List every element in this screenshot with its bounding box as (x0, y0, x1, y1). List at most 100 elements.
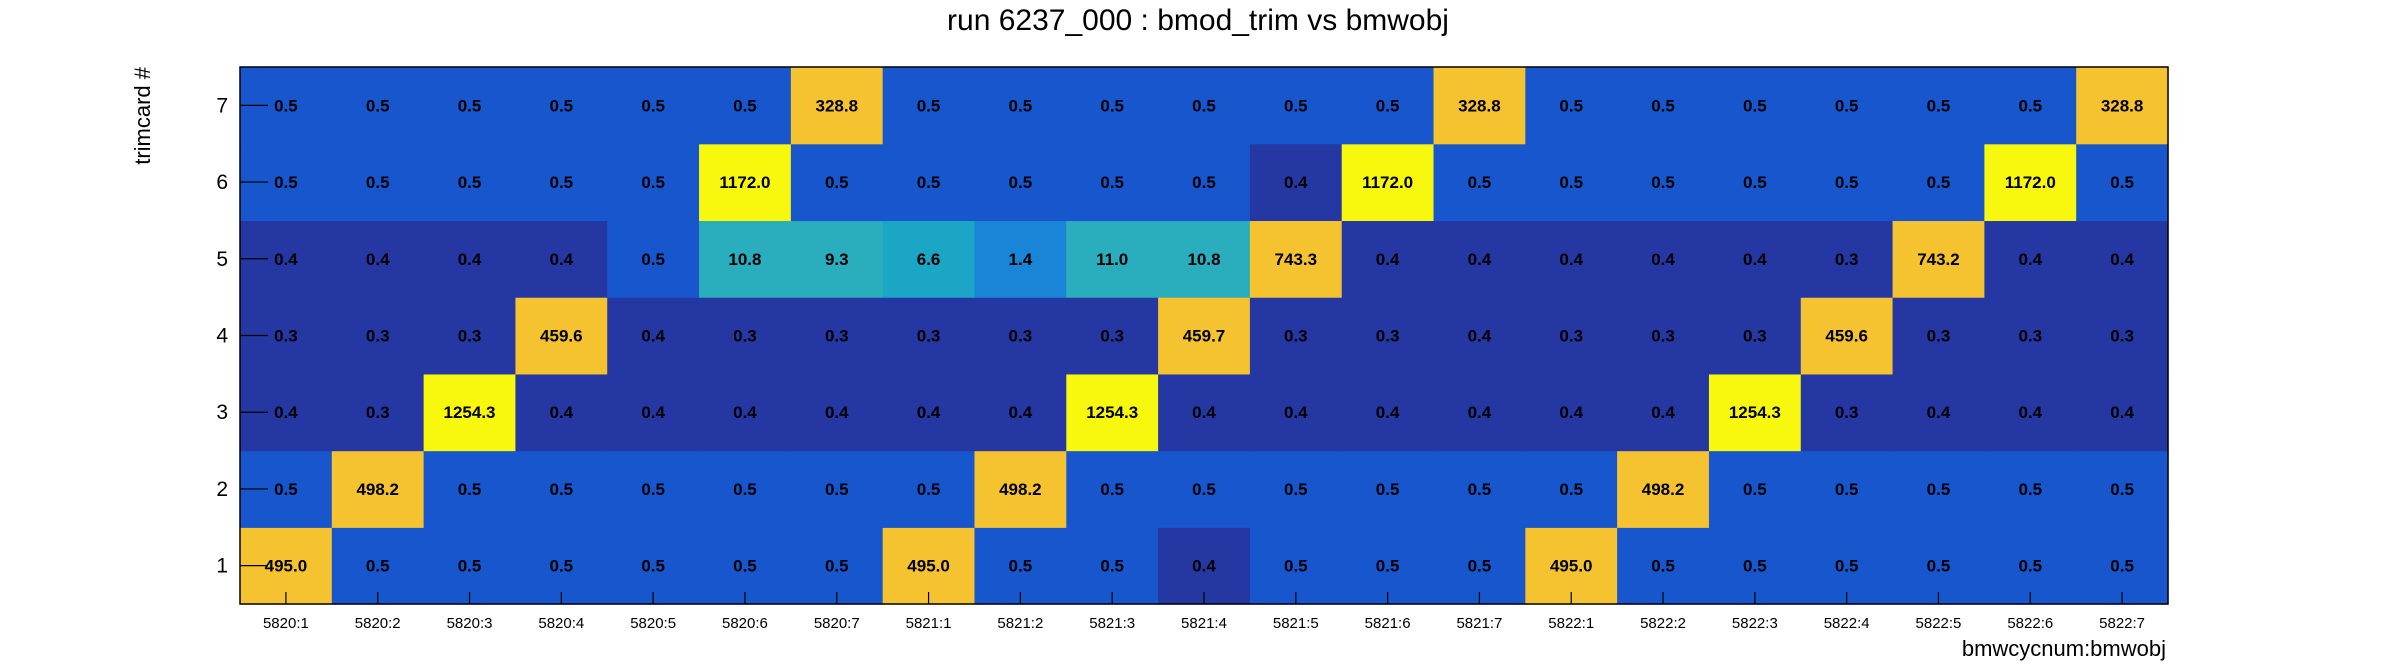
heatmap-cell (1066, 143, 1159, 222)
heatmap-cell (790, 67, 884, 145)
heatmap-cell (1341, 297, 1435, 375)
heatmap-cell (515, 450, 608, 528)
cell-value-label: 0.4 (1927, 403, 1951, 422)
cell-value-label: 0.5 (1559, 480, 1583, 499)
cell-value-label: 0.3 (917, 327, 941, 346)
heatmap-cell (790, 297, 884, 375)
heatmap-cell (882, 527, 976, 605)
heatmap-cell (515, 527, 608, 605)
cell-value-label: 0.5 (1009, 96, 1033, 115)
cell-value-label: 0.5 (1743, 557, 1767, 576)
cell-value-label: 0.5 (2110, 173, 2134, 192)
cell-value-label: 0.5 (274, 480, 298, 499)
cell-value-label: 0.3 (1376, 327, 1400, 346)
x-tick-label: 5820:1 (263, 615, 309, 632)
cell-value-label: 0.3 (1835, 403, 1859, 422)
heatmap-cell (1800, 220, 1894, 298)
x-axis-title: bmwcycnum:bmwobj (1962, 636, 2166, 661)
y-tick-label: 1 (216, 555, 228, 578)
heatmap-cell (699, 527, 792, 605)
cell-value-label: 0.5 (1284, 96, 1308, 115)
x-tick-label: 5822:3 (1732, 615, 1778, 632)
cell-value-label: 0.5 (1835, 96, 1859, 115)
heatmap-cell (607, 67, 700, 145)
heatmap-cells (240, 67, 2169, 605)
cell-value-label: 0.5 (641, 96, 665, 115)
cell-value-label: 0.3 (1743, 327, 1767, 346)
heatmap-cell (1158, 527, 1251, 605)
heatmap-cell (2076, 527, 2169, 605)
heatmap-cell (1525, 220, 1618, 298)
cell-value-label: 0.3 (1927, 327, 1951, 346)
y-tick-label: 6 (216, 171, 228, 194)
heatmap-cell (1066, 220, 1159, 298)
heatmap-cell (1708, 527, 1802, 605)
heatmap-cell (515, 67, 608, 145)
heatmap-cell (2076, 450, 2169, 528)
cell-value-label: 0.5 (1559, 173, 1583, 192)
cell-value-label: 1.4 (1009, 250, 1033, 269)
heatmap-cell (2076, 297, 2169, 375)
heatmap-cell (1984, 450, 2077, 528)
cell-value-label: 0.4 (1376, 250, 1400, 269)
cell-value-label: 0.3 (274, 327, 298, 346)
x-tick-label: 5822:2 (1640, 615, 1686, 632)
chart-title: run 6237_000 : bmod_trim vs bmwobj (947, 4, 1449, 37)
cell-value-label: 0.5 (641, 557, 665, 576)
heatmap-cell (882, 450, 976, 528)
cell-value-label: 328.8 (1458, 96, 1501, 115)
x-tick-label: 5821:3 (1089, 615, 1135, 632)
heatmap-cell (423, 220, 517, 298)
cell-value-label: 0.5 (1835, 173, 1859, 192)
heatmap-cell (423, 450, 517, 528)
heatmap-cell (331, 220, 425, 298)
cell-value-label: 0.3 (1651, 327, 1675, 346)
heatmap-cell (1158, 297, 1251, 375)
x-tick-label: 5821:7 (1456, 615, 1502, 632)
heatmap-cell (790, 527, 884, 605)
heatmap-cell (1892, 143, 1985, 222)
cell-value-label: 0.4 (1468, 250, 1492, 269)
heatmap-cell (1617, 67, 1710, 145)
heatmap-cell (1800, 143, 1894, 222)
heatmap-cell (1984, 143, 2077, 222)
heatmap-cell (1892, 450, 1985, 528)
cell-value-label: 0.5 (1743, 173, 1767, 192)
heatmap-cell (790, 373, 884, 452)
heatmap-cell (423, 143, 517, 222)
cell-value-label: 1254.3 (1729, 403, 1781, 422)
cell-value-label: 0.3 (1100, 327, 1124, 346)
cell-value-label: 9.3 (825, 250, 849, 269)
heatmap-cell (699, 67, 792, 145)
heatmap-cell (1249, 143, 1343, 222)
heatmap-cell (974, 450, 1067, 528)
cell-value-label: 0.5 (1284, 557, 1308, 576)
heatmap-cell (1892, 67, 1985, 145)
y-tick-label: 3 (216, 401, 228, 424)
cell-value-label: 0.5 (2110, 480, 2134, 499)
heatmap-cell (1708, 143, 1802, 222)
heatmap-cell (882, 67, 976, 145)
heatmap-cell (1984, 297, 2077, 375)
heatmap-cell (1525, 297, 1618, 375)
heatmap-cell (1249, 527, 1343, 605)
heatmap-cell (1708, 297, 1802, 375)
heatmap-cell (1158, 220, 1251, 298)
heatmap-cell (1066, 373, 1159, 452)
cell-value-label: 0.5 (458, 480, 482, 499)
cell-value-label: 743.2 (1917, 250, 1960, 269)
heatmap-cell (1525, 373, 1618, 452)
cell-value-label: 6.6 (917, 250, 941, 269)
heatmap-cell (2076, 143, 2169, 222)
cell-value-label: 0.3 (733, 327, 757, 346)
heatmap-cell (1525, 143, 1618, 222)
cell-value-label: 0.5 (917, 96, 941, 115)
heatmap-cell (607, 450, 700, 528)
heatmap-cell (515, 297, 608, 375)
cell-value-label: 0.5 (825, 557, 849, 576)
heatmap-cell (1158, 450, 1251, 528)
cell-value-label: 328.8 (2101, 96, 2144, 115)
cell-value-label: 0.5 (1100, 96, 1124, 115)
heatmap-cell (974, 67, 1067, 145)
cell-value-label: 0.4 (550, 250, 574, 269)
